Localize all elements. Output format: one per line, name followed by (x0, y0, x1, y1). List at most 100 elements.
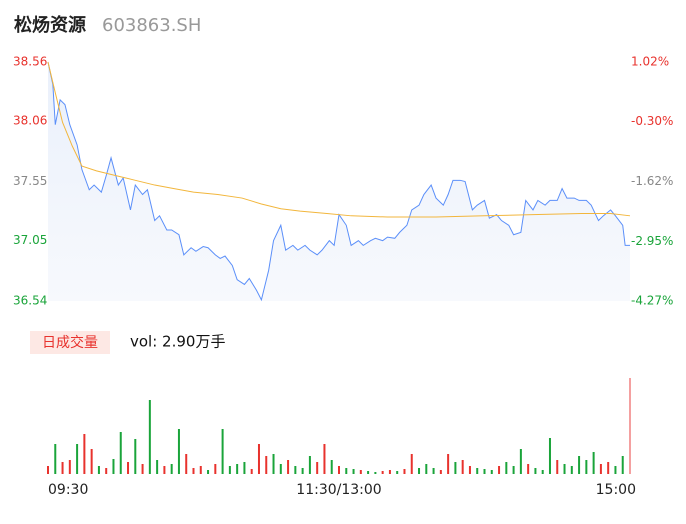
volume-bar (272, 454, 275, 474)
y-tick-label: 37.55 (13, 174, 47, 188)
volume-bar (345, 468, 348, 474)
volume-bar (250, 469, 253, 474)
volume-bar (192, 468, 195, 474)
volume-bar (556, 460, 559, 474)
volume-bar (599, 464, 602, 474)
volume-bar (527, 464, 530, 474)
volume-bar (257, 444, 260, 474)
volume-bar (323, 444, 326, 474)
volume-bar (141, 464, 144, 474)
volume-bar (243, 462, 246, 474)
volume-bar (90, 449, 93, 474)
volume-bar (629, 378, 631, 474)
y2-tick-label: -0.30% (631, 114, 673, 128)
legend-label: 日成交量 (42, 334, 98, 351)
volume-bar (68, 460, 71, 474)
volume-bar (97, 466, 100, 474)
volume-bar (352, 469, 355, 474)
volume-bar (112, 459, 115, 474)
volume-bar (476, 468, 479, 474)
volume-bar (185, 454, 188, 474)
chart-subtitle: 603863.SH (102, 15, 201, 36)
volume-bar (47, 466, 49, 474)
y2-tick-label: -4.27% (631, 294, 673, 308)
volume-bar (214, 464, 217, 474)
y-tick-label: 38.56 (13, 55, 47, 69)
y-tick-label: 36.54 (13, 294, 47, 308)
volume-bar (607, 462, 610, 474)
y-tick-label: 37.05 (13, 233, 47, 247)
volume-bar (330, 460, 333, 474)
volume-bar (54, 444, 57, 474)
volume-bar (76, 444, 79, 474)
volume-bar (403, 469, 406, 474)
volume-bar (199, 466, 202, 474)
volume-bar (119, 432, 122, 474)
volume-bar (83, 434, 86, 474)
y2-tick-label: -1.62% (631, 174, 673, 188)
volume-bar (592, 452, 595, 474)
volume-bar (177, 429, 180, 474)
volume-bar (61, 462, 64, 474)
volume-bar (265, 456, 268, 474)
volume-bar (221, 429, 224, 474)
y-tick-label: 38.06 (13, 114, 47, 128)
volume-bar (432, 468, 435, 474)
volume-bar (519, 449, 522, 474)
chart-title: 松炀资源 (14, 14, 86, 36)
volume-bar (534, 468, 537, 474)
legend-box (30, 331, 110, 354)
volume-bar (585, 460, 588, 474)
volume-bar (163, 466, 166, 474)
volume-bar (548, 438, 551, 474)
volume-bar (483, 469, 486, 474)
volume-bar (578, 456, 581, 474)
volume-bar (367, 471, 370, 474)
volume-bar (425, 464, 428, 474)
x-tick-label: 09:30 (48, 482, 88, 498)
volume-bar (301, 468, 304, 474)
y2-tick-label: -2.95% (631, 234, 673, 248)
volume-bar (134, 439, 137, 474)
price-line (47, 61, 630, 302)
volume-bar (207, 470, 210, 474)
volume-text: vol: 2.90万手 (130, 333, 225, 351)
price-area (48, 62, 630, 301)
volume-bar (308, 456, 311, 474)
x-tick-label: 11:30/13:00 (296, 482, 381, 498)
volume-bar (454, 462, 457, 474)
volume-bar (563, 464, 566, 474)
volume-bar (127, 462, 130, 474)
volume-bar (338, 466, 340, 474)
volume-bar (148, 400, 151, 474)
volume-bar (156, 460, 159, 474)
volume-bar (287, 460, 290, 474)
volume-bar (468, 466, 471, 474)
y2-tick-label: 1.02% (631, 55, 669, 69)
volume-bar (228, 466, 231, 474)
volume-bar (396, 471, 399, 474)
volume-bar (418, 468, 421, 474)
volume-bar (279, 464, 282, 474)
volume-bar (490, 470, 493, 474)
volume-bar (294, 466, 297, 474)
volume-bar (614, 466, 617, 474)
x-tick-label: 15:00 (596, 482, 636, 498)
volume-bar (439, 470, 442, 474)
volume-bar (541, 470, 544, 474)
volume-bar (498, 466, 501, 474)
volume-bar (447, 454, 450, 474)
volume-bar (461, 460, 464, 474)
volume-bar (105, 468, 108, 474)
volume-bar (621, 456, 624, 474)
volume-bar (374, 472, 377, 474)
volume-bar (570, 466, 573, 474)
average-line (47, 61, 631, 218)
volume-bar (381, 471, 384, 474)
volume-bar (388, 470, 391, 474)
volume-bar (512, 466, 515, 474)
volume-bar (170, 464, 173, 474)
volume-bar (505, 462, 508, 474)
volume-bar (316, 462, 319, 474)
